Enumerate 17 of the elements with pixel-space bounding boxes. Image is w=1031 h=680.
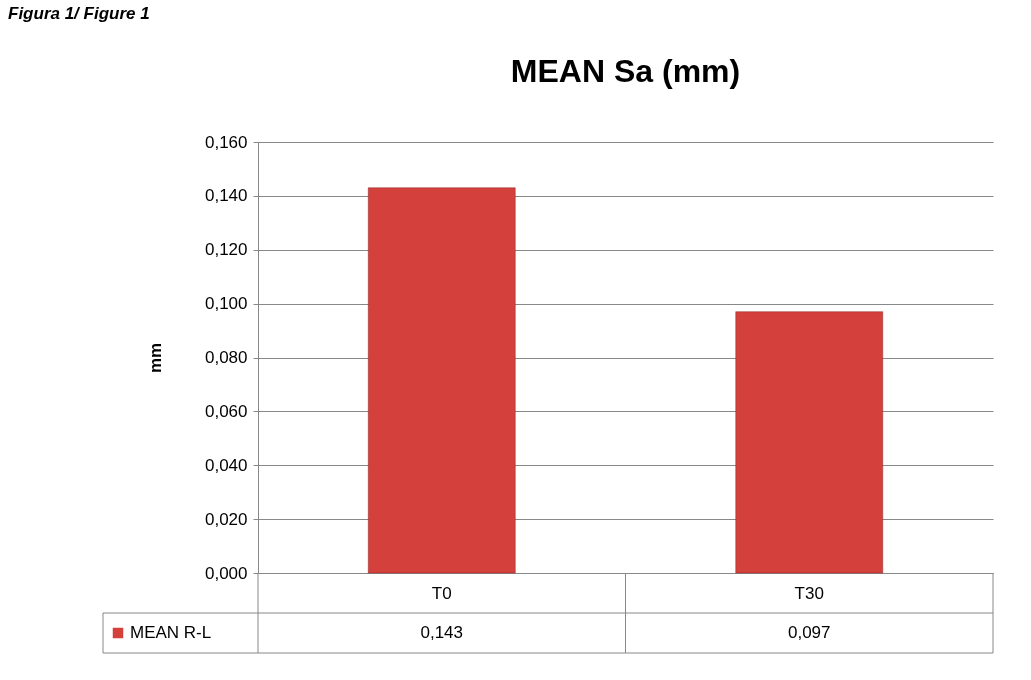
y-tick-label: 0,160 [204,132,248,152]
y-tick-label: 0,060 [204,401,248,421]
y-tick-label: 0,080 [204,348,248,367]
data-label: 0,097 [787,623,831,642]
data-label: 0,143 [420,623,464,642]
y-tick-label: 0,100 [204,294,248,314]
y-tick-label: 0,020 [204,509,248,529]
y-axis-title: mm [145,342,165,374]
text: Figura 1/ Figure 1 [8,4,150,23]
x-tick-label: T30 [794,583,824,603]
y-tick-label: 0,040 [204,455,248,475]
legend-label: MEAN R-L [130,623,212,642]
y-tick-label: 0,000 [204,563,248,583]
y-tick-label: 0,120 [204,240,248,260]
chart-title: MEAN Sa (mm) [510,53,741,89]
y-tick-label: 0,140 [204,186,248,206]
x-tick-label: T0 [431,583,452,603]
